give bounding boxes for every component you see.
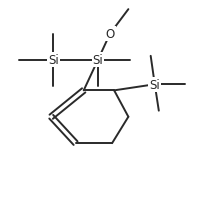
Text: Si: Si [93,54,103,67]
Text: Si: Si [149,78,160,91]
Text: O: O [105,28,115,41]
Text: Si: Si [48,54,59,67]
